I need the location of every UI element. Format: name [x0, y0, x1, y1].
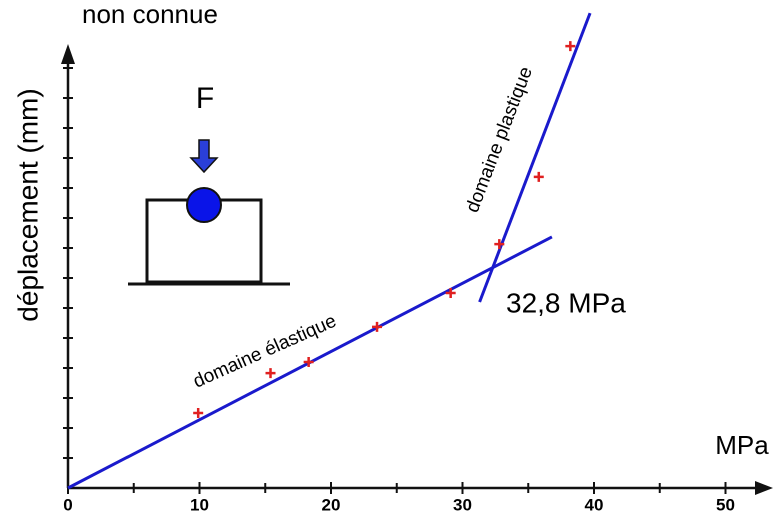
x-tick-label: 10 — [190, 495, 209, 514]
x-tick-label: 30 — [453, 495, 472, 514]
y-axis-label: déplacement (mm) — [12, 88, 43, 321]
x-tick-label: 0 — [63, 495, 72, 514]
data-point — [445, 288, 456, 298]
chart-title: non connue — [82, 0, 218, 29]
force-label: F — [196, 82, 214, 115]
x-axis-arrow — [755, 481, 773, 495]
data-point — [372, 321, 383, 332]
force-arrow — [189, 139, 219, 174]
x-tick-label: 50 — [716, 495, 735, 514]
x-axis-label: MPa — [715, 430, 769, 460]
force-diagram: F — [128, 82, 290, 286]
data-point — [494, 239, 505, 250]
line-label: domaine plastique — [462, 64, 537, 216]
x-tick-label: 20 — [322, 495, 341, 514]
data-point — [193, 408, 204, 418]
data-point — [533, 171, 544, 182]
x-tick-label: 40 — [585, 495, 604, 514]
line-label: domaine élastique — [190, 311, 339, 393]
data-point — [565, 41, 576, 52]
data-point — [303, 357, 314, 367]
fit-line — [478, 12, 592, 303]
annotation: 32,8 MPa — [506, 287, 626, 318]
ball — [186, 187, 222, 223]
y-axis-arrow — [61, 44, 75, 64]
data-point — [265, 368, 276, 379]
